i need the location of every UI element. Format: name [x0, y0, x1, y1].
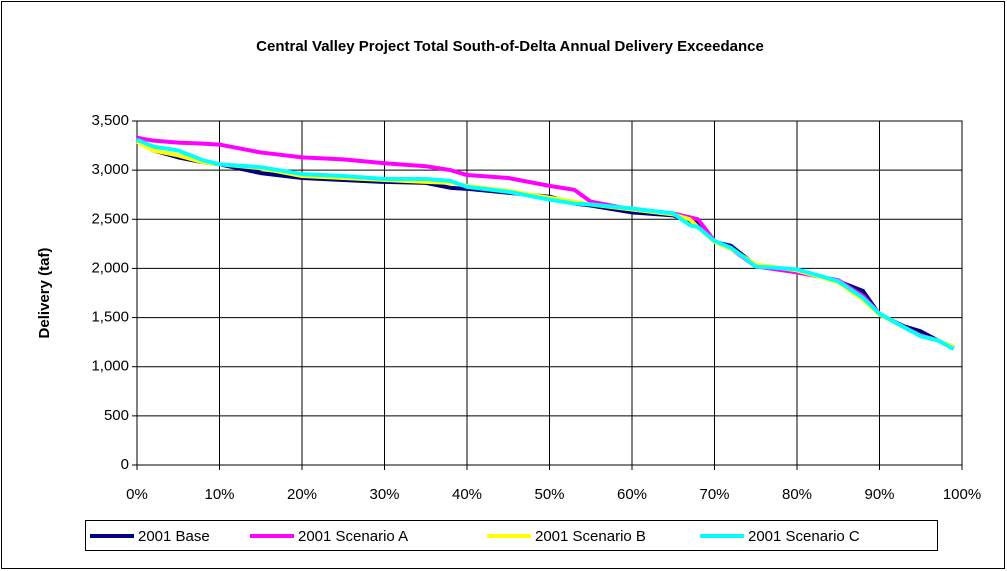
x-tick-label: 100%: [943, 486, 981, 503]
x-tick-label: 70%: [699, 486, 729, 503]
legend-label: 2001 Scenario C: [748, 528, 860, 545]
plot-border: [136, 120, 963, 466]
y-tick-label: 500: [104, 407, 129, 424]
x-tick-label: 80%: [782, 486, 812, 503]
x-tick-label: 40%: [452, 486, 482, 503]
x-tick-label: 90%: [864, 486, 894, 503]
y-tick-label: 3,500: [91, 112, 129, 129]
y-tick-label: 0: [121, 456, 129, 473]
y-tick-label: 1,500: [91, 309, 129, 326]
legend-label: 2001 Scenario A: [298, 528, 408, 545]
y-axis-label: Delivery (taf): [36, 248, 53, 339]
legend-label: 2001 Scenario B: [535, 528, 646, 545]
y-tick-label: 2,500: [91, 210, 129, 227]
x-tick-label: 30%: [369, 486, 399, 503]
y-tick-label: 1,000: [91, 358, 129, 375]
y-tick-label: 2,000: [91, 259, 129, 276]
chart-title: Central Valley Project Total South-of-De…: [256, 38, 764, 55]
series-line: [136, 137, 955, 351]
x-tick-label: 10%: [204, 486, 234, 503]
y-tick-label: 3,000: [91, 161, 129, 178]
x-tick-label: 0%: [126, 486, 148, 503]
legend-label: 2001 Base: [138, 528, 210, 545]
x-tick-label: 20%: [287, 486, 317, 503]
x-tick-label: 60%: [617, 486, 647, 503]
x-tick-label: 50%: [534, 486, 564, 503]
